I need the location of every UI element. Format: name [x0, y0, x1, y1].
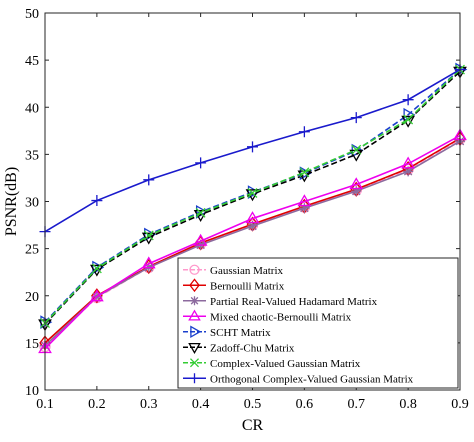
- legend-label: Zadoff-Chu Matrix: [210, 342, 295, 354]
- x-tick-label: 0.4: [192, 397, 210, 412]
- legend-item: Complex-Valued Gaussian Matrix: [183, 358, 361, 370]
- x-tick-label: 0.2: [88, 397, 106, 412]
- legend-swatch-marker: [188, 309, 201, 321]
- data-point: [143, 174, 155, 186]
- data-point: [350, 112, 362, 124]
- legend-label: Orthogonal Complex-Valued Gaussian Matri…: [210, 373, 414, 385]
- legend-label: SCHT Matrix: [210, 327, 271, 339]
- data-point: [299, 203, 310, 214]
- y-tick-label: 20: [25, 290, 39, 305]
- data-point: [351, 144, 362, 155]
- x-tick-label: 0.7: [348, 397, 366, 412]
- data-point: [247, 141, 258, 153]
- legend-item: Mixed chaotic-Bernoulli Matrix: [183, 309, 352, 323]
- data-point: [90, 264, 104, 277]
- y-tick-label: 25: [25, 243, 39, 258]
- legend-swatch-marker: [190, 325, 202, 339]
- data-point: [299, 167, 310, 178]
- legend-swatch-marker: [189, 358, 200, 368]
- data-point: [193, 233, 208, 246]
- data-point: [297, 194, 312, 207]
- y-tick-label: 15: [25, 337, 39, 352]
- data-point: [297, 170, 312, 183]
- data-point: [195, 157, 207, 169]
- legend-label: Mixed chaotic-Bernoulli Matrix: [210, 311, 352, 323]
- data-point: [247, 188, 258, 198]
- legend-swatch-marker: [189, 373, 200, 384]
- legend-swatch-marker: [189, 278, 200, 293]
- y-tick-label: 10: [25, 384, 39, 399]
- legend-label: Complex-Valued Gaussian Matrix: [210, 358, 361, 370]
- legend-item: Zadoff-Chu Matrix: [183, 342, 295, 354]
- data-point: [247, 221, 258, 232]
- legend-label: Partial Real-Valued Hadamard Matrix: [210, 296, 378, 308]
- data-point: [143, 230, 154, 241]
- data-point: [195, 207, 206, 218]
- data-point: [90, 289, 104, 302]
- data-point: [401, 156, 415, 169]
- x-tick-label: 0.6: [296, 397, 314, 412]
- data-point: [298, 126, 310, 138]
- data-point: [91, 263, 102, 274]
- y-tick-label: 30: [25, 196, 39, 211]
- legend-swatch-marker: [189, 264, 200, 275]
- series-7: [40, 64, 465, 329]
- data-point: [402, 94, 414, 106]
- y-axis-title: PSNR(dB): [3, 167, 20, 236]
- series-4: [38, 128, 467, 354]
- legend-item: Bernoulli Matrix: [183, 278, 285, 293]
- data-point: [351, 186, 362, 197]
- data-point: [91, 195, 103, 207]
- plot-frame: [44, 12, 461, 391]
- legend-swatch-marker: [190, 296, 199, 306]
- legend-box: [177, 257, 459, 389]
- x-tick-label: 0.1: [36, 397, 54, 412]
- legend-item: Gaussian Matrix: [183, 264, 284, 277]
- series-line: [44, 70, 461, 325]
- series-line: [44, 68, 461, 323]
- legend-label: Gaussian Matrix: [210, 265, 284, 277]
- data-point: [403, 114, 414, 125]
- x-tick-label: 0.5: [244, 397, 262, 412]
- x-tick-label: 0.3: [140, 397, 158, 412]
- y-tick-label: 50: [25, 7, 39, 22]
- axis-ticks-layer: 0.1 0.2 0.3 0.4 0.5 0.6 0.7 0.8 0.9 10 15 20 25 30 35 4…: [25, 7, 469, 412]
- y-tick-label: 35: [25, 148, 39, 163]
- legend-item: SCHT Matrix: [183, 325, 271, 339]
- data-point: [349, 177, 364, 190]
- data-point: [245, 211, 260, 224]
- x-axis-title: CR: [242, 417, 264, 434]
- data-point: [403, 166, 414, 177]
- y-tick-label: 40: [25, 101, 39, 116]
- legend-swatch-marker: [188, 342, 201, 354]
- legend-label: Bernoulli Matrix: [210, 280, 285, 292]
- y-tick-label: 45: [25, 54, 39, 69]
- legend-item: Orthogonal Complex-Valued Gaussian Matri…: [183, 373, 414, 385]
- legend: Gaussian Matrix Bernoulli Matrix Partial R…: [177, 257, 459, 389]
- legend-item: Partial Real-Valued Hadamard Matrix: [183, 296, 378, 308]
- series-line: [44, 134, 461, 350]
- x-tick-label: 0.8: [399, 397, 417, 412]
- x-tick-label: 0.9: [451, 397, 469, 412]
- data-point: [141, 256, 156, 269]
